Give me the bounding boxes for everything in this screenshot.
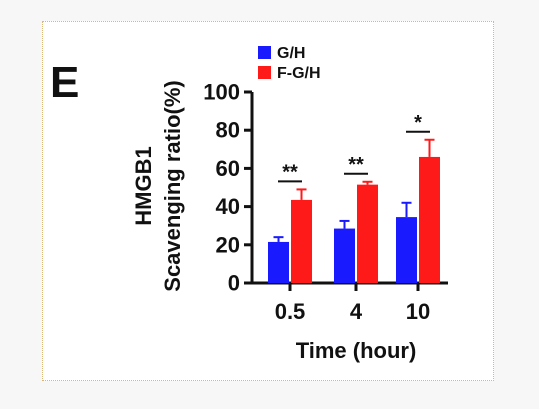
significance-marker: * xyxy=(414,112,422,134)
legend-label: F-G/H xyxy=(277,65,321,82)
x-tick-label: 4 xyxy=(350,299,363,324)
bar xyxy=(396,217,417,283)
x-axis-label: Time (hour) xyxy=(296,338,417,363)
x-tick-label: 0.5 xyxy=(275,299,306,324)
axes: 0 20 40 60 80 100 0.5 4 10 xyxy=(203,80,448,324)
y-axis-label-line1: HMGB1 xyxy=(131,146,156,225)
legend-swatch xyxy=(258,66,271,79)
y-tick-label: 100 xyxy=(203,80,240,105)
figure-frame xyxy=(42,21,494,381)
significance-marker: ** xyxy=(348,154,364,176)
legend-label: G/H xyxy=(277,45,305,62)
y-tick-label: 20 xyxy=(216,232,240,257)
bars: ** *** xyxy=(268,112,440,283)
bar xyxy=(419,156,440,283)
legend: G/H F-G/H xyxy=(258,45,321,82)
legend-swatch xyxy=(258,46,271,59)
bar xyxy=(291,199,312,283)
y-tick-label: 80 xyxy=(216,118,240,143)
y-tick-label: 60 xyxy=(216,156,240,181)
bar xyxy=(334,228,355,283)
y-axis-label-line2: Scavenging ratio(%) xyxy=(160,80,185,291)
significance-marker: ** xyxy=(282,161,298,183)
panel-letter: E xyxy=(50,58,79,107)
bar xyxy=(357,184,378,283)
x-tick-label: 10 xyxy=(406,299,430,324)
bar xyxy=(268,241,289,283)
y-tick-label: 0 xyxy=(228,271,240,296)
y-tick-label: 40 xyxy=(216,194,240,219)
